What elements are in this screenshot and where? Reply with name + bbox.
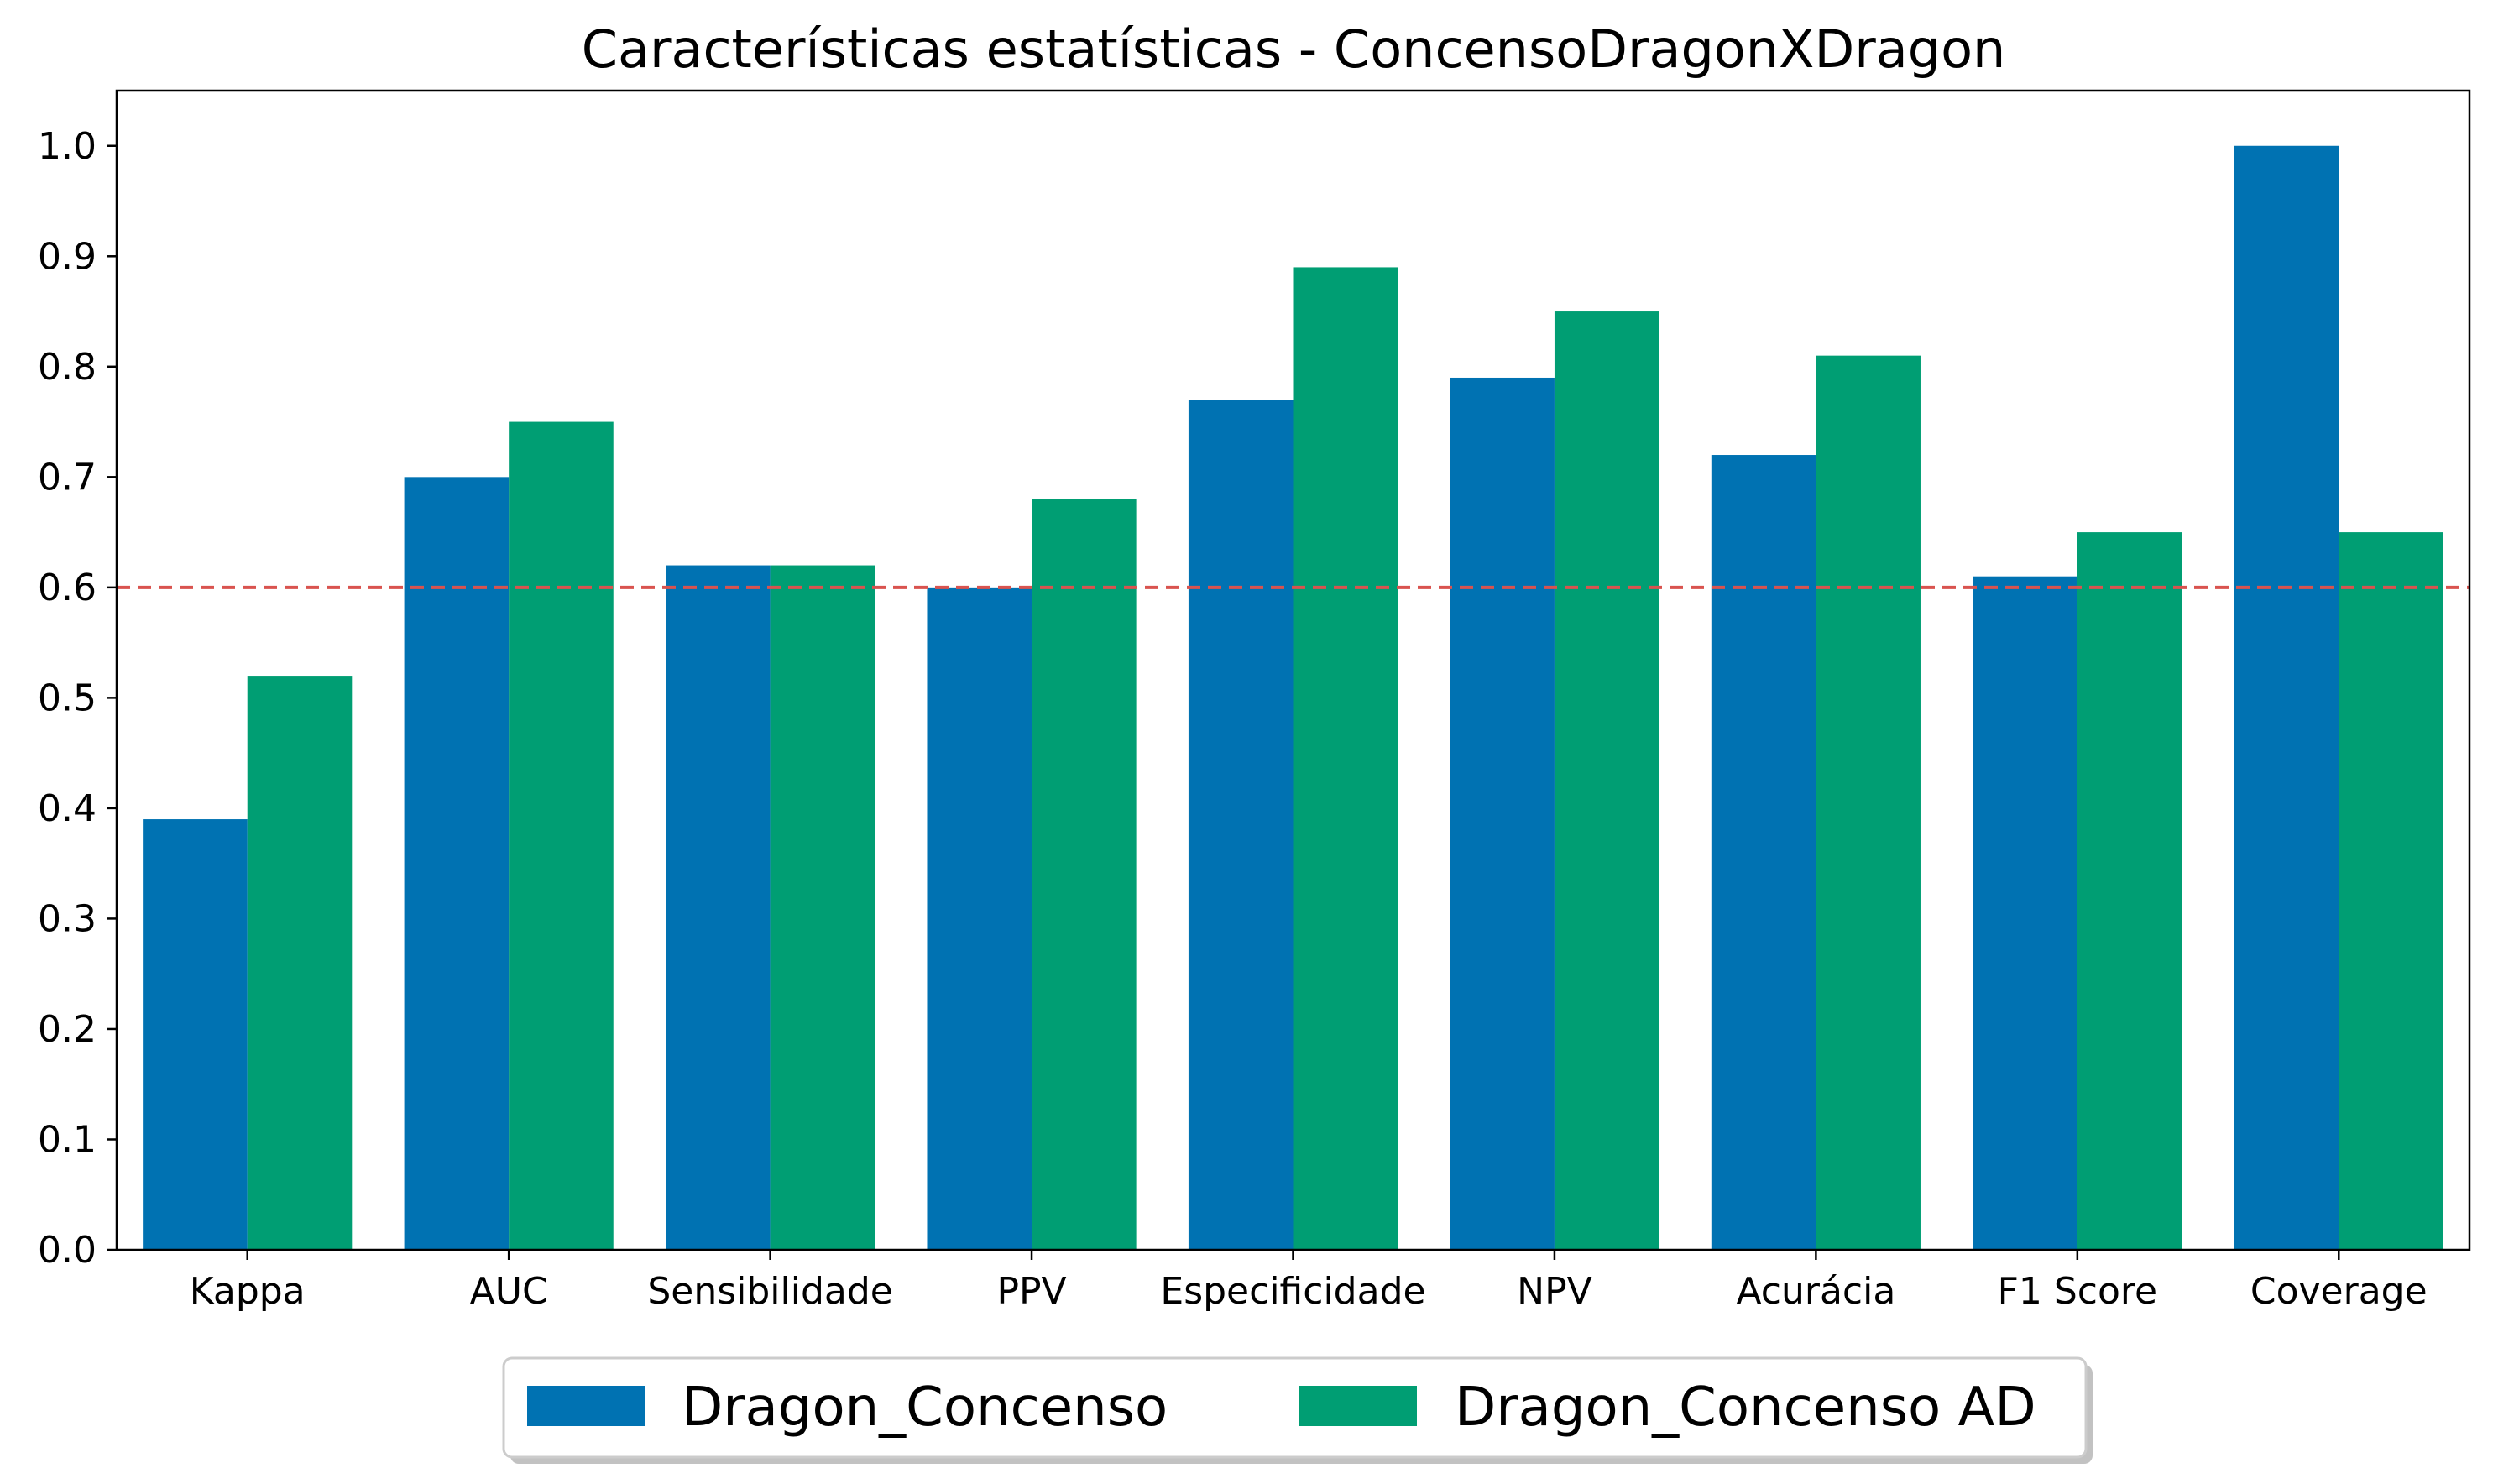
bar-series1-acur-cia xyxy=(1711,455,1816,1250)
legend-label-1: Dragon_Concenso xyxy=(682,1377,1168,1439)
y-tick-label: 0.1 xyxy=(38,1118,97,1161)
legend-swatch-1 xyxy=(527,1386,645,1426)
x-tick-label: Coverage xyxy=(2250,1270,2428,1313)
y-tick-label: 0.5 xyxy=(38,677,97,719)
bar-series2-npv xyxy=(1554,311,1659,1250)
bar-series2-sensibilidade xyxy=(770,565,875,1250)
x-tick-label: Acurácia xyxy=(1736,1270,1895,1313)
y-tick-label: 0.7 xyxy=(38,456,97,499)
bar-series1-npv xyxy=(1450,377,1555,1250)
bar-series1-f1-score xyxy=(1973,576,2078,1250)
bar-series1-especificidade xyxy=(1188,400,1294,1250)
bar-series1-sensibilidade xyxy=(666,565,771,1250)
y-tick-label: 0.6 xyxy=(38,567,97,609)
y-tick-label: 0.8 xyxy=(38,346,97,389)
y-tick-label: 0.4 xyxy=(38,787,97,830)
bar-series1-kappa xyxy=(143,819,248,1250)
x-tick-label: NPV xyxy=(1517,1270,1592,1313)
bar-series2-auc xyxy=(509,421,614,1251)
y-tick-label: 0.2 xyxy=(38,1008,97,1051)
bar-series2-acur-cia xyxy=(1816,355,1921,1251)
plot-area: 0.0 0.1 0.2 0.3 0.4 0.5 0.6 0.7 0.8 0.9 1.0 Kappa AU… xyxy=(38,89,2471,1313)
x-tick-label: AUC xyxy=(470,1270,548,1313)
bar-series1-ppv xyxy=(927,587,1032,1250)
x-tick-label: Sensibilidade xyxy=(647,1270,893,1313)
bar-series2-kappa xyxy=(247,676,353,1250)
y-tick-label: 0.0 xyxy=(38,1229,97,1272)
bar-series2-especificidade xyxy=(1293,267,1398,1250)
x-tick-label: F1 Score xyxy=(1998,1270,2158,1313)
legend-box xyxy=(502,1356,2088,1459)
bar-series2-ppv xyxy=(1032,499,1137,1250)
legend-label-2: Dragon_Concenso AD xyxy=(1455,1377,2036,1439)
legend-swatch-2 xyxy=(1299,1386,1417,1426)
legend: Dragon_Concenso Dragon_Concenso AD xyxy=(502,1356,2093,1464)
x-tick-label: Especificidade xyxy=(1160,1270,1425,1313)
plot-frame xyxy=(115,89,2471,1251)
chart-title: Características estatísticas - ConcensoD… xyxy=(582,18,2006,80)
y-tick-label: 1.0 xyxy=(38,125,97,168)
bar-series2-f1-score xyxy=(2077,532,2182,1250)
bar-series1-coverage xyxy=(2234,145,2339,1250)
y-tick-label: 0.3 xyxy=(38,897,97,940)
bar-series2-coverage xyxy=(2339,532,2443,1250)
y-tick-label: 0.9 xyxy=(38,235,97,278)
x-tick-label: PPV xyxy=(996,1270,1066,1313)
x-tick-label: Kappa xyxy=(190,1270,306,1313)
bar-series1-auc xyxy=(404,477,510,1250)
